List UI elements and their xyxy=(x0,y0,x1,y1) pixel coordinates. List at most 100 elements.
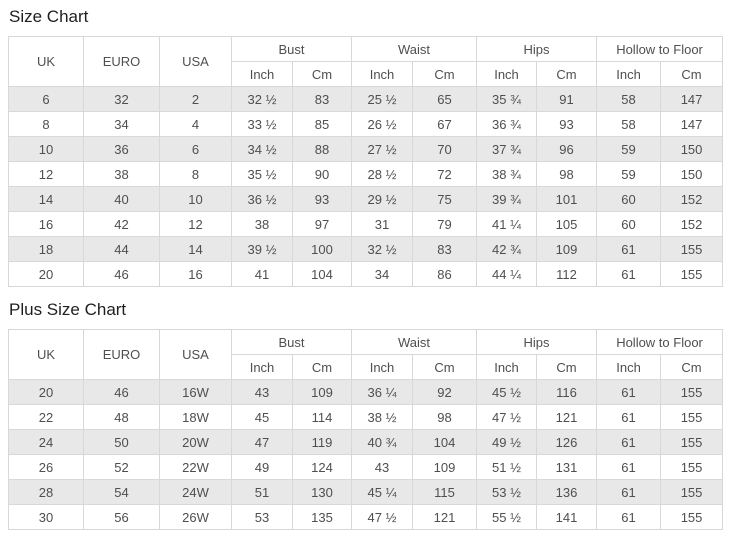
header-uk: UK xyxy=(8,329,84,380)
unit-header-waist-inch: Inch xyxy=(351,61,414,87)
table-row: 26 52 22W 49 124 43 109 51 ½ 131 61 155 xyxy=(8,454,724,480)
table-row: 14 40 10 36 ½ 93 29 ½ 75 39 ¾ 101 60 152 xyxy=(8,186,724,212)
plus-size-chart-table: UK EURO USA Bust Waist Hips Hollow to Floor Inc… xyxy=(8,329,724,530)
table-cell: 24W xyxy=(159,479,232,505)
table-cell: 61 xyxy=(596,261,662,287)
table-row: 10 36 6 34 ½ 88 27 ½ 70 37 ¾ 96 59 150 xyxy=(8,136,724,162)
table-cell: 58 xyxy=(596,111,662,137)
table-cell: 70 xyxy=(412,136,478,162)
table-cell: 8 xyxy=(8,111,84,137)
table-cell: 36 ¼ xyxy=(351,379,414,405)
table-row: 18 44 14 39 ½ 100 32 ½ 83 42 ¾ 109 61 155 xyxy=(8,236,724,262)
table-cell: 28 ½ xyxy=(351,161,414,187)
table-cell: 124 xyxy=(291,454,353,480)
table-cell: 56 xyxy=(83,504,160,530)
table-row: 12 38 8 35 ½ 90 28 ½ 72 38 ¾ 98 59 150 xyxy=(8,161,724,187)
unit-header-bust-inch: Inch xyxy=(231,61,293,87)
table-cell: 155 xyxy=(660,479,724,505)
table-cell: 61 xyxy=(596,504,662,530)
unit-header-bust-cm: Cm xyxy=(291,61,353,87)
table-cell: 114 xyxy=(291,404,353,430)
table-cell: 36 xyxy=(83,136,160,162)
table-cell: 38 xyxy=(231,211,293,237)
table-cell: 18W xyxy=(159,404,232,430)
table-cell: 50 xyxy=(83,429,160,455)
table-cell: 131 xyxy=(536,454,598,480)
unit-header-waist-inch: Inch xyxy=(351,354,414,380)
table-cell: 155 xyxy=(660,404,724,430)
unit-header-bust-cm: Cm xyxy=(291,354,353,380)
table-cell: 54 xyxy=(83,479,160,505)
unit-header-hips-cm: Cm xyxy=(536,354,598,380)
header-row-groups: UK EURO USA Bust Waist Hips Hollow to Floor xyxy=(8,329,724,380)
unit-header-waist-cm: Cm xyxy=(412,61,478,87)
table-cell: 155 xyxy=(660,454,724,480)
table-cell: 35 ½ xyxy=(231,161,293,187)
table-cell: 150 xyxy=(660,136,724,162)
table-cell: 32 ½ xyxy=(231,86,293,112)
table-cell: 152 xyxy=(660,211,724,237)
table-cell: 26 xyxy=(8,454,84,480)
table-cell: 40 ¾ xyxy=(351,429,414,455)
plus-size-chart-title: Plus Size Chart xyxy=(9,300,127,319)
table-cell: 121 xyxy=(412,504,478,530)
table-cell: 49 ½ xyxy=(476,429,538,455)
table-cell: 37 ¾ xyxy=(476,136,538,162)
table-cell: 46 xyxy=(83,379,160,405)
table-cell: 36 ¾ xyxy=(476,111,538,137)
table-cell: 6 xyxy=(8,86,84,112)
table-cell: 155 xyxy=(660,429,724,455)
header-euro: EURO xyxy=(83,329,160,380)
table-cell: 155 xyxy=(660,504,724,530)
table-cell: 109 xyxy=(412,454,478,480)
table-cell: 93 xyxy=(536,111,598,137)
table-cell: 18 xyxy=(8,236,84,262)
table-row: 28 54 24W 51 130 45 ¼ 115 53 ½ 136 61 155 xyxy=(8,479,724,505)
table-cell: 22W xyxy=(159,454,232,480)
size-chart-section: Size Chart UK EURO USA Bust Waist Hips Hollow t… xyxy=(8,7,724,287)
table-row: 16 42 12 38 97 31 79 41 ¼ 105 60 152 xyxy=(8,211,724,237)
table-cell: 25 ½ xyxy=(351,86,414,112)
table-cell: 32 xyxy=(83,86,160,112)
table-cell: 59 xyxy=(596,161,662,187)
table-cell: 33 ½ xyxy=(231,111,293,137)
table-cell: 46 xyxy=(83,261,160,287)
table-cell: 31 xyxy=(351,211,414,237)
table-cell: 47 ½ xyxy=(351,504,414,530)
table-cell: 79 xyxy=(412,211,478,237)
table-cell: 24 xyxy=(8,429,84,455)
table-cell: 34 ½ xyxy=(231,136,293,162)
table-row: 22 48 18W 45 114 38 ½ 98 47 ½ 121 61 155 xyxy=(8,404,724,430)
table-cell: 112 xyxy=(536,261,598,287)
table-cell: 61 xyxy=(596,236,662,262)
table-cell: 35 ¾ xyxy=(476,86,538,112)
table-row: 8 34 4 33 ½ 85 26 ½ 67 36 ¾ 93 58 147 xyxy=(8,111,724,137)
header-row-groups: UK EURO USA Bust Waist Hips Hollow to Floor xyxy=(8,36,724,87)
table-cell: 44 xyxy=(83,236,160,262)
plus-size-chart-section: Plus Size Chart UK EURO USA Bust Waist Hips Hol… xyxy=(8,300,724,530)
table-cell: 12 xyxy=(159,211,232,237)
table-cell: 135 xyxy=(291,504,353,530)
size-chart-title: Size Chart xyxy=(9,7,89,26)
group-header-hollow-to-floor: Hollow to Floor xyxy=(596,36,724,62)
unit-header-hollow-to-floor-inch: Inch xyxy=(596,61,662,87)
table-cell: 98 xyxy=(536,161,598,187)
table-cell: 126 xyxy=(536,429,598,455)
header-usa: USA xyxy=(159,329,232,380)
table-cell: 38 ½ xyxy=(351,404,414,430)
table-cell: 67 xyxy=(412,111,478,137)
table-cell: 155 xyxy=(660,236,724,262)
size-charts-container: Size Chart UK EURO USA Bust Waist Hips Hollow t… xyxy=(8,7,724,530)
table-cell: 49 xyxy=(231,454,293,480)
table-cell: 130 xyxy=(291,479,353,505)
table-cell: 65 xyxy=(412,86,478,112)
table-cell: 12 xyxy=(8,161,84,187)
table-cell: 86 xyxy=(412,261,478,287)
table-cell: 51 ½ xyxy=(476,454,538,480)
table-row: 20 46 16W 43 109 36 ¼ 92 45 ½ 116 61 155 xyxy=(8,379,724,405)
table-cell: 44 ¼ xyxy=(476,261,538,287)
table-cell: 4 xyxy=(159,111,232,137)
table-cell: 152 xyxy=(660,186,724,212)
table-cell: 45 ¼ xyxy=(351,479,414,505)
table-cell: 20 xyxy=(8,379,84,405)
